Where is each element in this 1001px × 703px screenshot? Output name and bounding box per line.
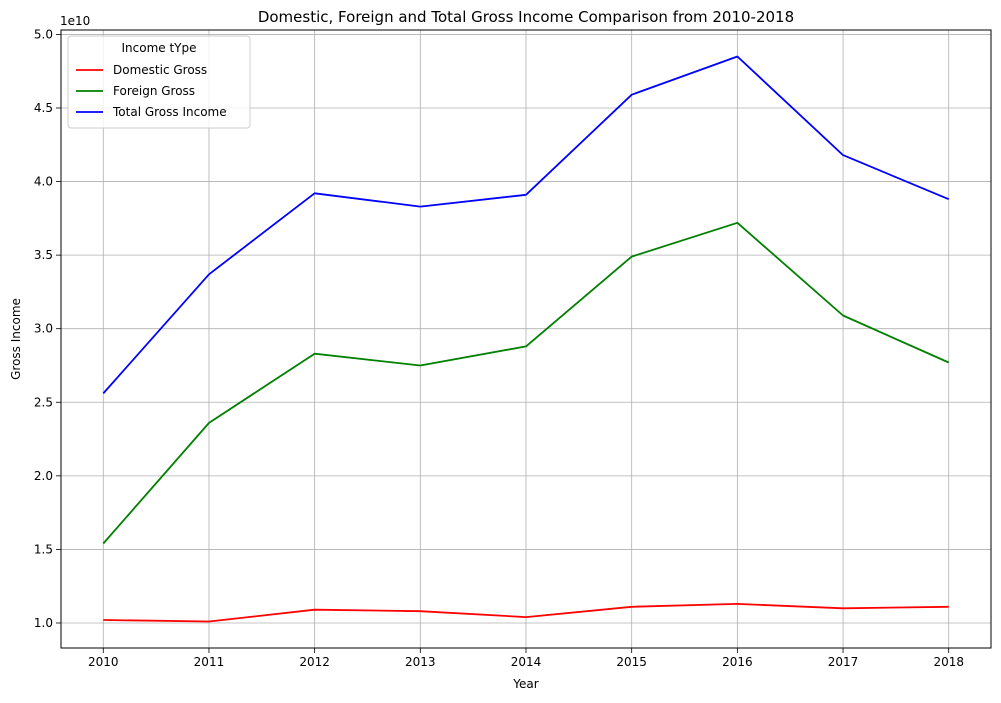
x-axis-label: Year xyxy=(512,677,538,691)
y-tick-label: 3.5 xyxy=(34,248,53,262)
series-line-domestic-gross xyxy=(103,603,949,623)
y-tick-label: 1.5 xyxy=(34,542,53,556)
chart-title: Domestic, Foreign and Total Gross Income… xyxy=(258,8,794,26)
legend-label-domestic-gross: Domestic Gross xyxy=(113,63,207,77)
series-layer xyxy=(102,55,950,623)
x-tick-label: 2013 xyxy=(405,655,436,669)
x-tick-label: 2012 xyxy=(299,655,330,669)
legend-box xyxy=(67,35,251,129)
x-axis-ticks: 2010 2011 2012 2013 2014 2015 2016 2017 2018 xyxy=(88,648,964,669)
y-tick-label: 5.0 xyxy=(34,27,53,41)
y-tick-label: 1.0 xyxy=(34,616,53,630)
legend: Income tYpe Domestic Gross Foreign Gross T… xyxy=(67,35,251,129)
x-tick-label: 2018 xyxy=(933,655,964,669)
y-tick-label: 4.5 xyxy=(34,101,53,115)
y-tick-label: 2.5 xyxy=(34,395,53,409)
x-tick-label: 2010 xyxy=(88,655,119,669)
series-line-total-gross-income xyxy=(102,55,950,394)
y-tick-label: 4.0 xyxy=(34,175,53,189)
legend-label-total-gross-income: Total Gross Income xyxy=(112,105,227,119)
x-tick-label: 2016 xyxy=(722,655,753,669)
y-axis-label: Gross Income xyxy=(9,298,23,380)
legend-title: Income tYpe xyxy=(121,41,196,55)
y-tick-label: 2.0 xyxy=(34,469,53,483)
y-axis-ticks: 1.0 1.5 2.0 2.5 3.0 3.5 4.0 4.5 5.0 xyxy=(34,27,61,630)
grid xyxy=(61,30,991,648)
series-line-foreign-gross xyxy=(102,221,950,545)
y-offset-label: 1e10 xyxy=(60,14,90,28)
legend-entries: Domestic Gross Foreign Gross Total Gross I… xyxy=(76,63,227,119)
legend-label-foreign-gross: Foreign Gross xyxy=(113,84,195,98)
x-tick-label: 2017 xyxy=(828,655,859,669)
x-tick-label: 2011 xyxy=(194,655,225,669)
x-tick-label: 2015 xyxy=(616,655,647,669)
y-tick-label: 3.0 xyxy=(34,322,53,336)
x-tick-label: 2014 xyxy=(511,655,542,669)
